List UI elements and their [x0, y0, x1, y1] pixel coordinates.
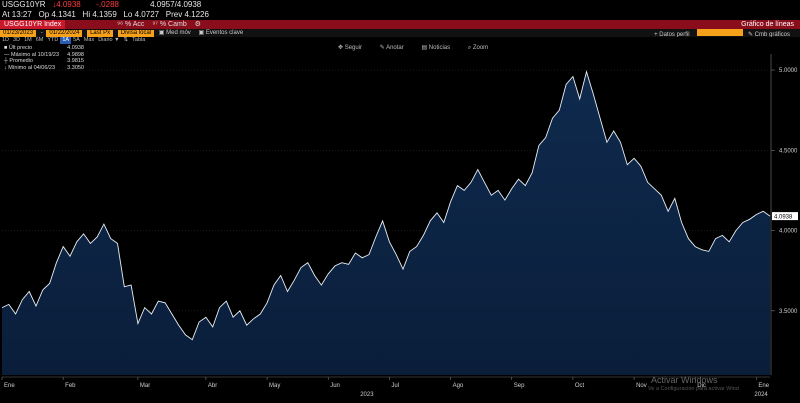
windows-watermark-title: Activar Windows [651, 375, 718, 385]
y-tick-label: 4.5000 [779, 148, 798, 154]
pct-acc-menu[interactable]: ⁹⁶ % Acc [117, 21, 145, 28]
last-price: ↓4.0938 [52, 0, 81, 9]
high-label: Hi [82, 10, 91, 19]
x-tick-label: Ene [758, 383, 769, 389]
period-7-button[interactable]: Máx [83, 37, 95, 43]
legend-value: 4.9898 [67, 51, 84, 58]
period-3-button[interactable]: 6M [35, 37, 44, 43]
time-label: At [2, 10, 10, 19]
legend-value: 3.3050 [67, 64, 84, 71]
price-line [1, 70, 771, 341]
last-price-box [772, 212, 798, 221]
time-value: 13:27 [11, 10, 32, 19]
legend-entry: — Máximo al 10/19/23 4.9898 [4, 52, 84, 59]
profile-data-button[interactable]: + Datos perfil [654, 32, 690, 38]
key-events-toggle[interactable]: ▣ Eventos clave [198, 30, 244, 36]
x-tick-label: Ene [4, 383, 15, 389]
period-buttons: 1D 3D 1M 6M YTD 1A 5A Máx Diario ▼ ⇅ Tabla [0, 37, 147, 44]
x-tick-label: May [269, 383, 280, 389]
profile-select[interactable] [697, 29, 744, 36]
x-tick-label: Oct [575, 383, 585, 389]
legend-value: 3.9815 [67, 58, 84, 64]
last-price-label: 4.0938 [772, 212, 798, 220]
title-bar: USGG10YR Index ⁹⁶ % Acc ⁹⁷ % Camb ⚙ Gráf… [0, 20, 800, 29]
period-2-button[interactable]: 1M [24, 37, 32, 43]
period-0-button[interactable]: 1D [2, 37, 10, 43]
net-change: -.0288 [96, 0, 119, 9]
open-label: Op [38, 10, 50, 19]
currency-select[interactable]: Divisa local [117, 30, 155, 37]
period-4-button[interactable]: YTD [47, 37, 59, 43]
x-tick-label: Sep [514, 383, 525, 389]
y-tick-label: 5.0000 [779, 68, 798, 74]
x-tick-label: Dic [697, 383, 706, 389]
annotate-button[interactable]: ✎ Anotar [379, 45, 404, 51]
x-tick-label: Jun [330, 383, 340, 389]
chart-title: Gráfico de líneas [741, 21, 794, 28]
news-button[interactable]: ▤ Noticias [421, 45, 451, 51]
ticker: USGG10YR [2, 0, 46, 9]
legend-label: — Máximo al 10/19/23 [4, 51, 60, 58]
start-date-input[interactable]: 01/23/2023 [0, 30, 37, 37]
open-value: 4.1341 [51, 10, 76, 19]
x-axis: Ene Feb Mar Abr May Jun Jul Ago Sep Oct Nov Dic Ene 2… [1, 376, 770, 398]
period-5-button[interactable]: 1A [60, 37, 72, 44]
period-8-button[interactable]: Diario ▼ [98, 37, 120, 43]
price-area [2, 71, 770, 375]
legend-label: ↓ Mínimo al 04/06/23 [4, 64, 56, 71]
x-tick-label: Feb [65, 383, 76, 389]
windows-watermark-subtitle: Ve a Configuración para activar Wind [648, 386, 739, 392]
y-axis: 5.0000 4.5000 4.0000 3.5000 [770, 54, 798, 375]
date-toolbar: 01/23/2023 - 01/22/2024 Last Px Divisa l… [0, 29, 800, 38]
chart-nav: ✥ Seguir ✎ Anotar ▤ Noticias ⌕ Zoom [338, 44, 504, 52]
period-6-button[interactable]: 5A [73, 37, 80, 43]
year-label: 2024 [754, 392, 768, 398]
x-tick-label: Mar [140, 383, 150, 389]
legend-label: ■ Últ precio [4, 45, 33, 51]
legend-entry: ■ Últ precio 4.0938 [4, 45, 84, 52]
low-value: 4.0727 [134, 10, 160, 19]
y-tick-label: 4.0000 [779, 229, 798, 235]
bid-ask: 4.0957/4.0938 [150, 0, 202, 9]
y-tick-label: 3.5000 [779, 309, 798, 315]
moving-average-toggle[interactable]: ▣ Med móv [158, 30, 191, 36]
period-toolbar: 1D 3D 1M 6M YTD 1A 5A Máx Diario ▼ ⇅ Tabla [0, 37, 800, 44]
legend-label: ┼ Promedio [4, 58, 33, 64]
x-tick-label: Nov [636, 383, 647, 389]
period-10-button[interactable]: Tabla [132, 37, 146, 43]
follow-button[interactable]: ✥ Seguir [338, 45, 363, 51]
zoom-button[interactable]: ⌕ Zoom [467, 45, 489, 51]
period-1-button[interactable]: 3D [13, 37, 21, 43]
quote-line-1: USGG10YR ↓4.0938 -.0288 4.0957/4.0938 [0, 0, 800, 10]
chart-legend: ■ Últ precio 4.0938 — Máximo al 10/19/23 4.… [4, 45, 84, 71]
date-separator: - [40, 30, 43, 36]
end-date-input[interactable]: 01/22/2024 [46, 30, 83, 37]
last-price-text: 4.0938 [774, 214, 793, 220]
legend-entry: ┼ Promedio 3.9815 [4, 58, 84, 65]
legend-entry: ↓ Mínimo al 04/06/23 3.3050 [4, 65, 84, 72]
prev-label: Prev [165, 10, 183, 19]
legend-value: 4.0938 [67, 45, 84, 51]
field-select[interactable]: Last Px [87, 30, 114, 37]
x-tick-label: Ago [453, 383, 464, 389]
low-label: Lo [123, 10, 133, 19]
settings-gear-icon[interactable]: ⚙ [194, 21, 201, 28]
pct-change-menu[interactable]: ⁹⁷ % Camb [152, 21, 187, 28]
security-field[interactable]: USGG10YR Index [0, 20, 66, 29]
chart-types-button[interactable]: ✎ Cmb gráficos [747, 32, 790, 38]
x-tick-label: Jul [391, 383, 399, 389]
period-9-button[interactable]: ⇅ [123, 37, 129, 43]
year-label: 2023 [360, 392, 374, 398]
x-tick-label: Abr [208, 383, 217, 389]
prev-value: 4.1226 [184, 10, 209, 19]
quote-line-2: At 13:27 Op 4.1341 Hi 4.1359 Lo 4.0727 P… [0, 10, 800, 20]
high-value: 4.1359 [92, 10, 117, 19]
